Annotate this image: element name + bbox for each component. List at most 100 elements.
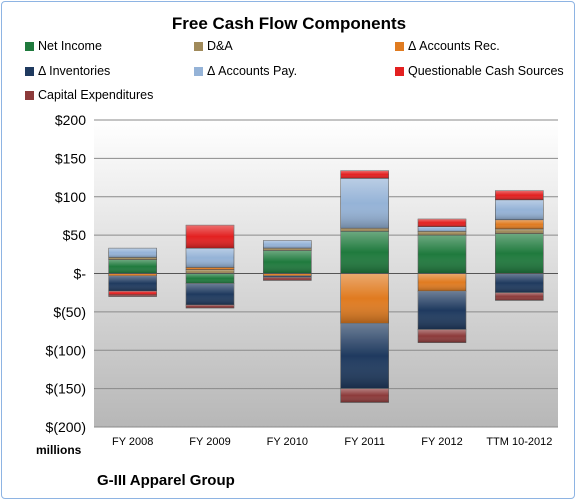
y-tick-label: $(150) [46,381,86,397]
bar-shade [418,231,466,236]
bar-segment [108,290,157,296]
bar-shade [186,225,234,249]
bar-segment [417,290,467,330]
bar-segment [108,259,157,274]
bar-segment [495,190,544,201]
bar-segment [417,218,467,227]
bar-shade [263,240,312,249]
bar-shade [186,269,234,274]
bar-segment [108,257,157,260]
bar-shade [418,329,466,343]
bar-shade [263,250,312,274]
bar-segment [108,275,157,292]
bar-shade [186,283,234,305]
y-tick-label: $150 [55,150,86,166]
y-tick-label: $100 [55,189,86,205]
legend-label: Net Income [38,39,102,53]
bar-shade [263,275,312,278]
bar-segment [340,227,389,232]
bar-segment [340,170,389,179]
bar-shade [108,291,157,295]
bar-segment [495,233,544,274]
bar-shade [340,273,389,324]
bar-segment [417,234,467,274]
bar-segment [185,304,235,309]
y-tick-label: $50 [63,227,87,243]
bar-segment [417,273,467,292]
legend-swatch [194,66,203,76]
bar-shade [418,235,466,274]
legend-item: D&A [194,39,233,53]
bar-shade [340,178,389,229]
bar-segment [495,228,544,234]
bar-shade [340,228,389,232]
x-tick-label: FY 2011 [344,436,385,448]
legend-item: Net Income [25,39,102,53]
legend-item: Δ Accounts Rec. [395,39,500,53]
legend-label: D&A [207,39,233,53]
y-tick-label: $- [74,266,87,282]
bar-segment [495,273,544,293]
bar-segment [340,230,389,274]
x-tick-label: FY 2012 [421,436,462,448]
bar-shade [186,248,234,268]
bar-segment [185,224,235,249]
bar-shade [108,273,157,276]
legend-item: Δ Inventories [25,64,110,78]
x-tick-label: FY 2008 [112,436,153,448]
bar-shade [108,294,157,297]
legend-label: Δ Inventories [38,64,111,78]
legend-swatch [25,66,34,76]
bar-shade [108,248,157,258]
legend-swatch [25,41,34,51]
bar-segment [340,273,389,324]
bar-segment [185,273,235,284]
legend-label: Questionable Cash Sources [408,64,564,78]
bar-shade [186,267,234,270]
bar-segment [263,247,312,251]
bar-segment [185,283,235,306]
bar-shade [495,228,544,234]
bar-shade [418,273,466,292]
x-tick-label: FY 2010 [267,436,308,448]
bar-segment [185,267,235,270]
y-axis-label: millions [36,443,82,457]
legend-swatch [194,41,203,51]
bar-shade [108,257,157,260]
bar-shade [340,388,389,403]
bar-shade [495,273,544,293]
bar-segment [263,277,312,281]
bar-shade [418,291,466,330]
bar-shade [108,275,157,292]
legend-item: Δ Accounts Pay. [194,64,297,78]
legend-swatch [395,66,404,76]
bar-shade [418,226,466,232]
bar-segment [185,269,235,274]
bar-segment [263,240,312,249]
bar-shade [108,259,157,274]
legend-label: Capital Expenditures [38,88,154,102]
legend-label: Δ Accounts Pay. [207,64,298,78]
chart-title: Free Cash Flow Components [171,14,407,33]
bar-segment [417,329,467,343]
chart-subtitle: G-III Apparel Group [97,472,235,489]
legend-swatch [25,90,34,100]
bar-segment [108,294,157,297]
bar-segment [495,292,544,301]
bar-segment [495,199,544,221]
bar-shade [263,248,312,251]
bar-shade [263,273,312,276]
x-tick-label: TTM 10-2012 [486,436,552,448]
bar-segment [417,226,467,232]
bar-segment [417,230,467,236]
bar-segment [340,388,389,403]
bar-shade [340,231,389,274]
bar-segment [263,250,312,274]
legend-swatch [395,41,404,51]
bar-shade [263,277,312,281]
legend-label: Δ Accounts Rec. [408,39,500,53]
bar-shade [340,323,389,389]
bar-shade [418,219,466,227]
bar-shade [495,190,544,200]
